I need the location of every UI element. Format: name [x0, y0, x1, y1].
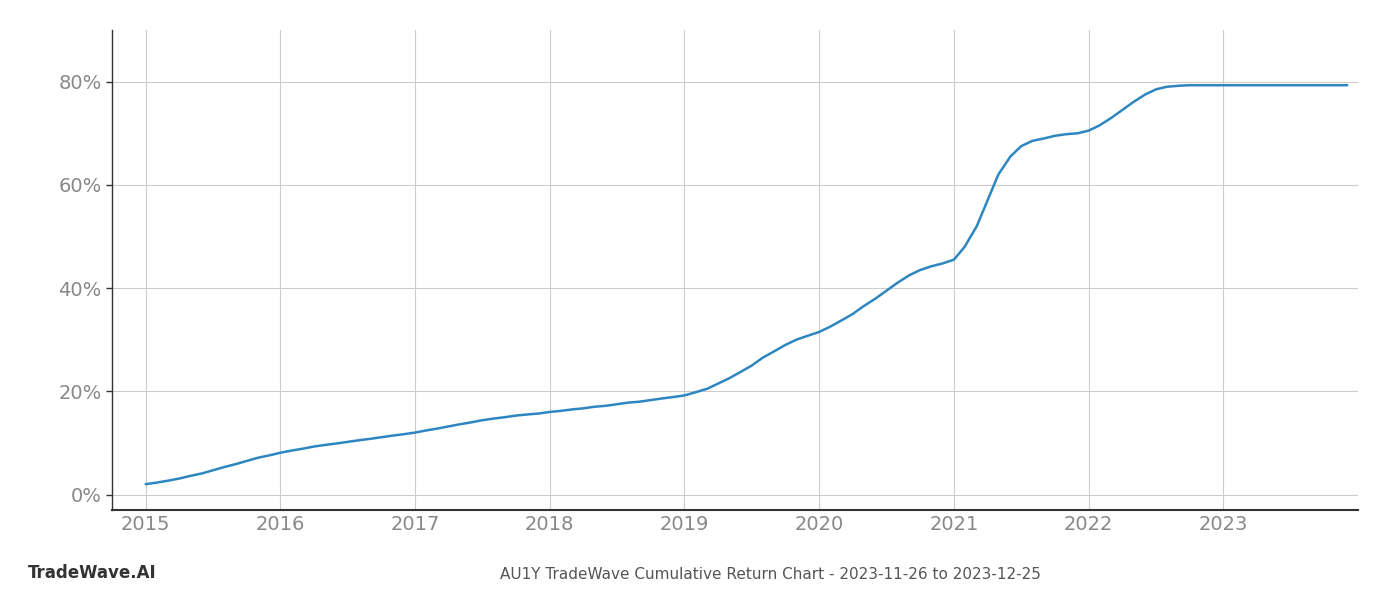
- Text: AU1Y TradeWave Cumulative Return Chart - 2023-11-26 to 2023-12-25: AU1Y TradeWave Cumulative Return Chart -…: [500, 567, 1040, 582]
- Text: TradeWave.AI: TradeWave.AI: [28, 564, 157, 582]
